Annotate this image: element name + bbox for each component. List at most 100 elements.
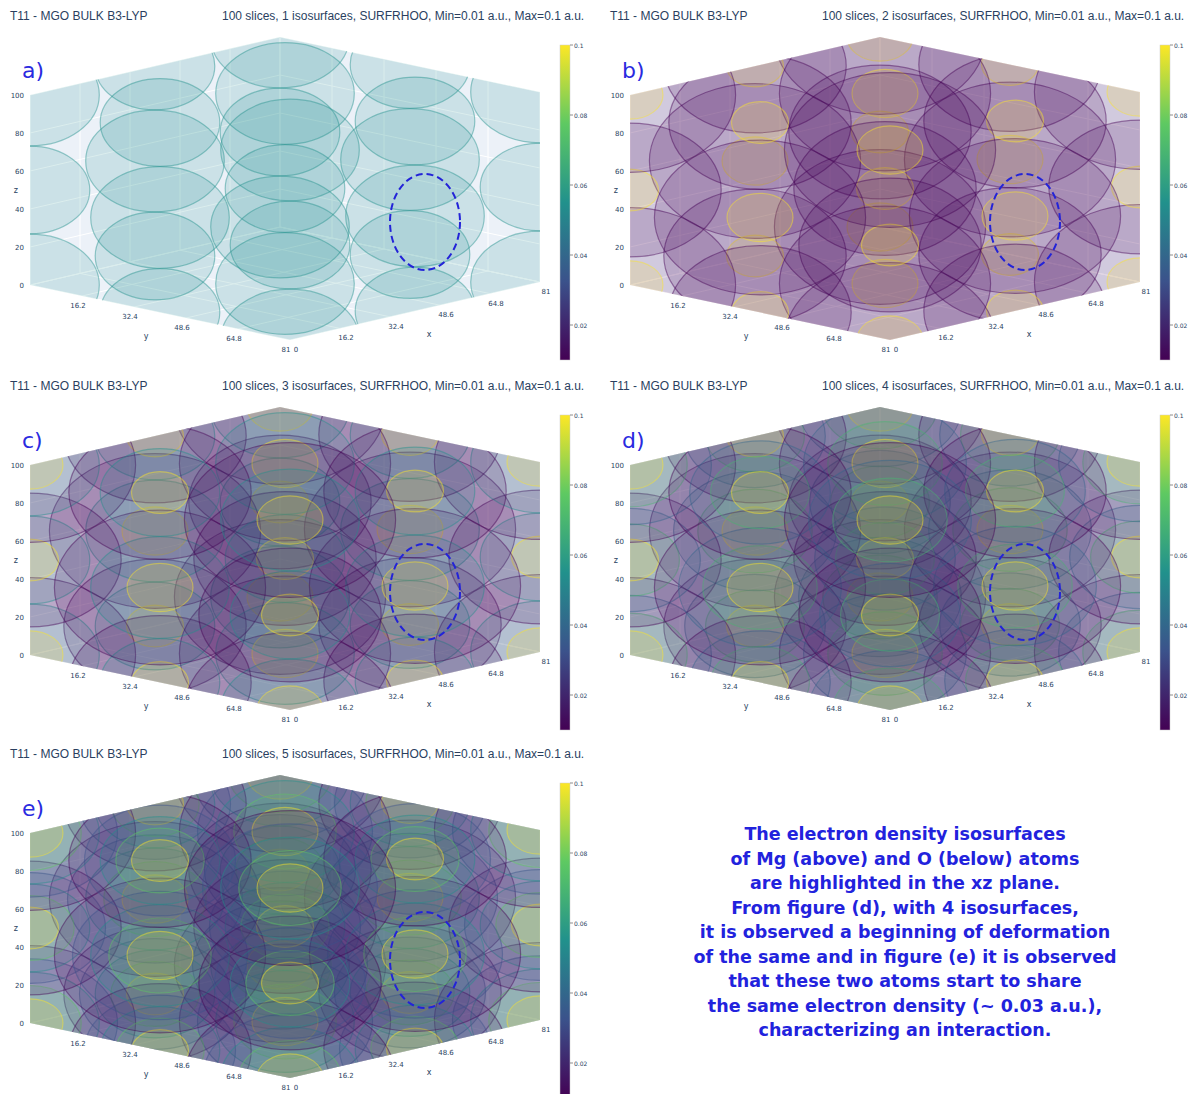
- isosurface: [857, 496, 923, 544]
- colorbar-label: 0.08: [574, 112, 588, 119]
- tick-label: 16.2: [338, 704, 354, 712]
- colorbar-tick: [570, 115, 573, 116]
- colorbar-label: 0.04: [574, 622, 588, 629]
- isosurfaces: [524, 0, 1197, 417]
- colorbar-tick: [570, 415, 573, 416]
- title: T11 - MGO BULK B3-LYP: [10, 9, 148, 23]
- axis-title: y: [744, 332, 749, 341]
- annotation-line: of the same and in figure (e) it is obse…: [693, 947, 1116, 967]
- tick-label: 0: [620, 652, 624, 660]
- isosurface: [127, 563, 193, 611]
- axis-title: x: [427, 1068, 432, 1077]
- axis-title: x: [427, 330, 432, 339]
- colorbar-tick: [570, 993, 573, 994]
- isosurface: [987, 290, 1044, 332]
- axis-title: x: [427, 700, 432, 709]
- annotation-line: the same electron density (~ 0.03 a.u.),: [708, 996, 1102, 1016]
- colorbar: [560, 45, 570, 360]
- colorbar-tick: [1170, 325, 1173, 326]
- isosurface: [727, 193, 793, 241]
- panel: T11 - MGO BULK B3-LYP100 slices, 2 isosu…: [524, 0, 1197, 417]
- tick-label: 32.4: [122, 313, 138, 321]
- isosurface: [203, 824, 378, 952]
- tick-label: 81: [882, 346, 891, 354]
- isosurface: [382, 930, 448, 978]
- tick-label: 32.4: [988, 323, 1004, 331]
- isosurface: [221, 99, 360, 201]
- figure: T11 - MGO BULK B3-LYP100 slices, 1 isosu…: [0, 0, 1197, 1094]
- panel-letter: d): [622, 428, 645, 453]
- tick-label: 60: [615, 168, 624, 176]
- isosurface: [100, 269, 220, 357]
- tick-label: 48.6: [174, 694, 190, 702]
- tick-label: 81: [282, 716, 291, 724]
- tick-label: 16.2: [338, 1072, 354, 1080]
- tick-label: 81: [542, 1026, 551, 1034]
- tick-label: 81: [282, 1084, 291, 1092]
- tick-label: 48.6: [774, 324, 790, 332]
- tick-label: 16.2: [70, 302, 86, 310]
- colorbar-label: 0.02: [1174, 322, 1188, 329]
- colorbar-tick: [1170, 185, 1173, 186]
- title: T11 - MGO BULK B3-LYP: [10, 747, 148, 761]
- axis-title: z: [14, 556, 18, 565]
- panel-letter: e): [22, 796, 44, 821]
- highlight: [390, 544, 460, 640]
- annotation: The electron density isosurfacesof Mg (a…: [693, 824, 1116, 1040]
- colorbar-tick: [570, 45, 573, 46]
- colorbar-tick: [570, 555, 573, 556]
- tick-label: 100: [611, 462, 624, 470]
- isosurface: [727, 563, 793, 611]
- tick-label: 80: [615, 130, 624, 138]
- isosurface: [862, 224, 919, 266]
- isosurface: [987, 100, 1044, 142]
- isosurface: [346, 165, 485, 267]
- title: T11 - MGO BULK B3-LYP: [610, 9, 748, 23]
- tick-label: 64.8: [1088, 670, 1104, 678]
- axis-title: y: [144, 332, 149, 341]
- colorbar-label: 0.08: [1174, 482, 1188, 489]
- annotation-line: it is observed a beginning of deformatio…: [700, 922, 1110, 942]
- panel: T11 - MGO BULK B3-LYP100 slices, 5 isosu…: [0, 698, 646, 1094]
- axis-title: z: [14, 924, 18, 933]
- tick-label: 64.8: [826, 335, 842, 343]
- colorbar-label: 0.02: [574, 692, 588, 699]
- tick-label: 32.4: [388, 693, 404, 701]
- colorbar-label: 0.02: [574, 322, 588, 329]
- colorbar-label: 0.06: [574, 920, 588, 927]
- colorbar-tick: [570, 695, 573, 696]
- tick-label: 40: [15, 944, 24, 952]
- tick-label: 32.4: [388, 323, 404, 331]
- tick-label: 0: [20, 282, 24, 290]
- panel-letter: b): [622, 58, 645, 83]
- isosurface: [982, 192, 1048, 240]
- isosurface: [184, 811, 395, 966]
- annotation-line: of Mg (above) and O (below) atoms: [731, 849, 1080, 869]
- tick-label: 40: [615, 206, 624, 214]
- panel-letter: a): [22, 58, 44, 83]
- isosurface: [262, 962, 319, 1004]
- colorbar-tick: [570, 625, 573, 626]
- isosurface: [109, 918, 211, 993]
- axis-title: x: [1027, 330, 1032, 339]
- title: T11 - MGO BULK B3-LYP: [10, 379, 148, 393]
- colorbar-label: 0.1: [1174, 412, 1184, 419]
- tick-label: 64.8: [488, 670, 504, 678]
- isosurface: [262, 594, 319, 636]
- isosurface: [862, 594, 919, 636]
- colorbar-tick: [570, 1063, 573, 1064]
- tick-label: 16.2: [670, 672, 686, 680]
- colorbar-tick: [1170, 45, 1173, 46]
- colorbar-label: 0.02: [1174, 692, 1188, 699]
- colorbar: [1160, 415, 1170, 730]
- highlight: [390, 174, 460, 270]
- tick-label: 16.2: [938, 704, 954, 712]
- tick-label: 32.4: [388, 1061, 404, 1069]
- axis-title: z: [614, 556, 618, 565]
- isosurfaces: [0, 330, 646, 788]
- isosurface: [132, 472, 189, 514]
- isosurface: [732, 472, 789, 514]
- colorbar-label: 0.04: [1174, 622, 1188, 629]
- annotation-line: From figure (d), with 4 isosurfaces,: [731, 898, 1079, 918]
- colorbar-label: 0.1: [574, 412, 584, 419]
